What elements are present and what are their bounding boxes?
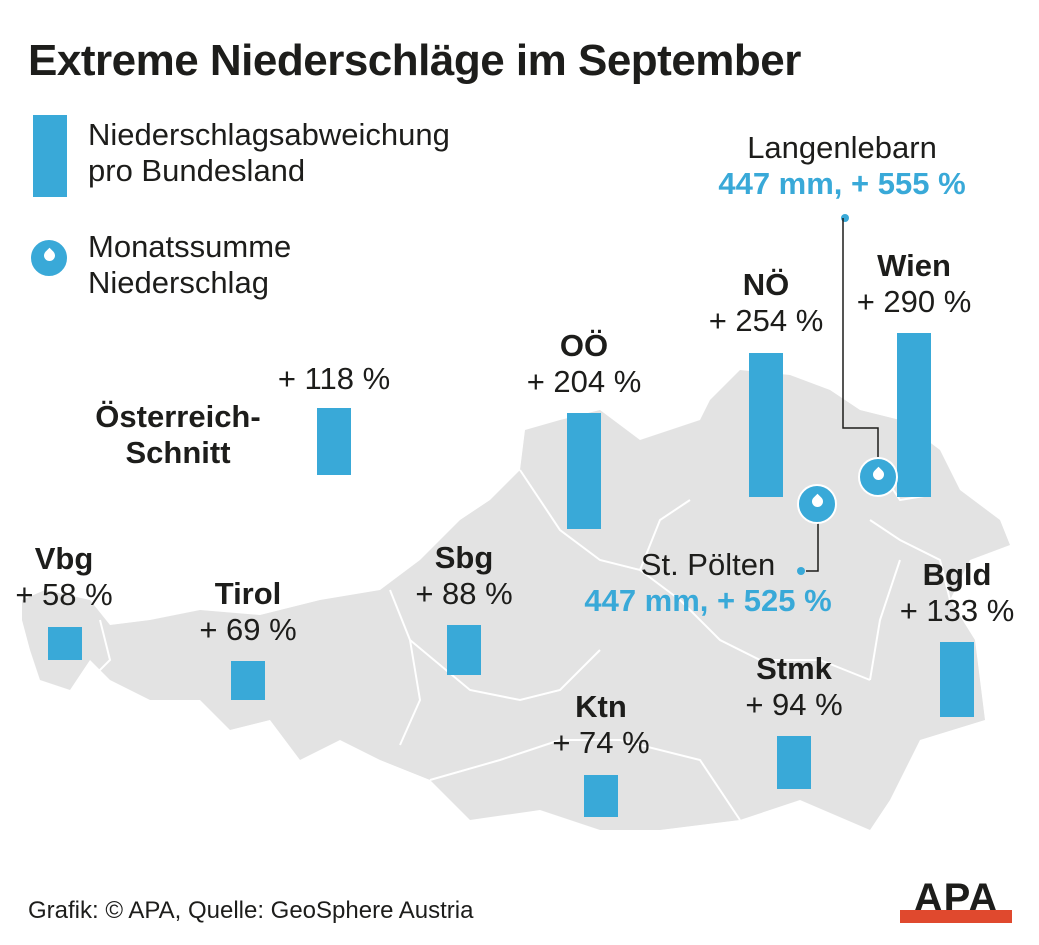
bar-oesterreich [317,408,351,475]
bar-sbg [447,625,481,675]
bar-vbg [48,627,82,660]
legend-bar-line1: Niederschlagsabweichung [88,117,450,152]
bar-stmk [777,735,811,789]
station-langenlebarn: Langenlebarn 447 mm, + 555 % [718,130,965,202]
label-stmk-pct: + 94 % [745,687,843,722]
station-langenlebarn-value: 447 mm, + 555 % [718,166,966,201]
station-st-poelten-value: 447 mm, + 525 % [584,583,832,618]
label-noe: NÖ + 254 % [709,267,824,339]
label-sbg: Sbg + 88 % [415,540,512,612]
legend-drop-text: Monatssumme Niederschlag [88,229,291,301]
label-tirol-pct: + 69 % [199,612,297,647]
drop-icon-langenlebarn [858,457,898,497]
label-stmk: Stmk + 94 % [745,651,842,723]
label-ooe-name: OÖ [559,328,609,363]
bar-tirol [231,660,265,700]
page-title: Extreme Niederschläge im September [28,36,801,85]
label-oesterreich-line2: Schnitt [125,435,231,470]
label-vbg-name: Vbg [34,541,94,576]
legend-drop-line2: Niederschlag [88,265,269,300]
label-oesterreich-line1: Österreich- [95,399,261,434]
st-poelten-leader [806,520,819,572]
label-ooe: OÖ + 204 % [527,328,642,400]
label-bgld-pct: + 133 % [899,593,1015,628]
source-credit: Grafik: © APA, Quelle: GeoSphere Austria [28,897,474,924]
station-langenlebarn-name: Langenlebarn [747,130,937,165]
label-ktn-pct: + 74 % [552,725,650,760]
label-noe-pct: + 254 % [708,303,824,338]
drop-icon-st-poelten [797,484,837,524]
label-wien-pct: + 290 % [856,284,972,319]
bar-ktn [584,775,618,817]
label-tirol: Tirol + 69 % [199,576,296,648]
label-bgld-name: Bgld [922,557,992,592]
label-sbg-name: Sbg [434,540,494,575]
label-wien-name: Wien [877,248,951,283]
label-sbg-pct: + 88 % [415,576,513,611]
label-vbg: Vbg + 58 % [15,541,112,613]
legend-bar-swatch [33,115,67,197]
langenlebarn-dot [841,214,849,222]
bar-bgld [940,641,974,717]
label-oesterreich-name: Österreich- Schnitt [95,399,260,471]
bar-ooe [567,413,601,529]
label-vbg-pct: + 58 % [15,577,113,612]
bar-noe [749,352,783,497]
label-noe-name: NÖ [742,267,790,302]
label-oesterreich-pct: + 118 % [277,361,391,396]
label-bgld: Bgld + 133 % [900,557,1015,629]
st-poelten-dot [797,567,805,575]
label-ktn-name: Ktn [575,689,627,724]
apa-logo-stripe [900,910,1012,923]
label-wien: Wien + 290 % [857,248,972,320]
bar-wien [897,332,931,497]
label-stmk-name: Stmk [756,651,832,686]
station-st-poelten: St. Pölten 447 mm, + 525 % [584,547,831,619]
legend-bar-line2: pro Bundesland [88,153,306,188]
label-tirol-name: Tirol [214,576,282,611]
label-ktn: Ktn + 74 % [552,689,649,761]
legend-bar-text: Niederschlagsabweichung pro Bundesland [88,117,450,189]
legend-drop-line1: Monatssumme [88,229,292,264]
langenlebarn-leader [842,218,879,460]
station-st-poelten-name: St. Pölten [640,547,776,582]
apa-logo: APA [900,876,1012,924]
legend-drop-icon [29,238,69,278]
label-ooe-pct: + 204 % [526,364,642,399]
